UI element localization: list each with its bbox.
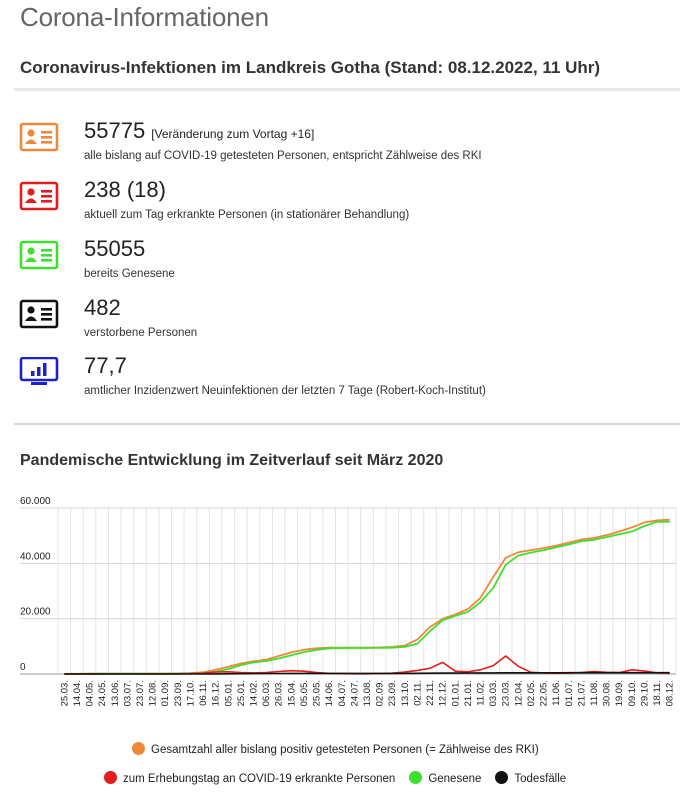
legend-dot-active [104, 771, 117, 784]
x-tick-label: 06.11. [198, 680, 209, 706]
x-tick-label: 25.01. [236, 680, 247, 706]
x-tick-label: 25.05. [312, 680, 323, 706]
stat-description: aktuell zum Tag erkrankte Personen (in s… [84, 209, 410, 221]
id-card-icon [19, 299, 59, 329]
stat-description: verstorbene Personen [84, 327, 198, 339]
stat-description: alle bislang auf COVID-19 getesteten Per… [84, 150, 482, 162]
id-card-icon [19, 122, 59, 152]
x-tick-label: 16.12. [211, 680, 222, 706]
x-tick-label: 14.06. [324, 680, 335, 706]
x-tick-label: 02.09. [375, 680, 386, 706]
stat-change: [Veränderung zum Vortag +16] [151, 127, 315, 141]
x-tick-label: 05.05. [299, 680, 310, 706]
x-tick-label: 11.02. [476, 680, 487, 706]
y-tick-label: 0 [20, 662, 26, 673]
x-tick-label: 23.09. [173, 680, 184, 706]
x-tick-label: 05.01. [223, 680, 234, 706]
x-tick-label: 15.04. [286, 680, 297, 706]
x-tick-label: 25.03. [59, 680, 70, 706]
legend-label-total: Gesamtzahl aller bislang positiv geteste… [151, 744, 539, 756]
x-tick-label: 18.11. [652, 680, 663, 706]
x-tick-label: 22.11. [425, 680, 436, 706]
stat-value: 482 [84, 295, 121, 320]
stat-description: amtlicher Inzidenzwert Neuinfektionen de… [84, 385, 486, 397]
divider-top [14, 88, 680, 91]
monitor-chart-icon [19, 357, 59, 385]
id-card-icon [19, 240, 59, 270]
x-tick-label: 12.12. [438, 680, 449, 706]
legend-dot-deaths [495, 771, 509, 784]
report-subtitle: Coronavirus-Infektionen im Landkreis Got… [20, 58, 601, 77]
divider-mid [14, 423, 680, 425]
x-tick-label: 11.06. [551, 680, 562, 706]
stat-value: 55775 [Veränderung zum Vortag +16] [84, 118, 315, 143]
x-tick-label: 17.10. [185, 680, 196, 706]
x-tick-label: 04.07. [337, 680, 348, 706]
series-line-1 [64, 655, 670, 675]
x-tick-label: 29.10. [639, 680, 650, 706]
legend-row-2: zum Erhebungstag an COVID-19 erkrankte P… [104, 771, 580, 785]
x-tick-label: 03.03. [488, 680, 499, 706]
x-tick-label: 22.05. [539, 680, 550, 706]
x-tick-label: 02.11. [412, 680, 423, 706]
stat-value: 238 (18) [84, 177, 166, 202]
legend-dot-total [132, 742, 145, 755]
x-tick-label: 12.04. [513, 680, 524, 706]
chart-title: Pandemische Entwicklung im Zeitverlauf s… [20, 452, 444, 469]
legend-row-1: Gesamtzahl aller bislang positiv geteste… [132, 742, 553, 756]
stat-description: bereits Genesene [84, 268, 175, 280]
id-card-icon [19, 181, 59, 211]
series-line-2 [64, 520, 670, 675]
y-tick-label: 40.000 [20, 551, 51, 562]
legend-label-deaths: Todesfälle [514, 773, 567, 785]
x-tick-label: 06.03. [261, 680, 272, 706]
x-tick-label: 23.03. [501, 680, 512, 706]
legend-label-active: zum Erhebungstag an COVID-19 erkrankte P… [123, 773, 396, 785]
x-tick-label: 24.05. [97, 680, 108, 706]
x-tick-label: 30.08. [602, 680, 613, 706]
x-tick-label: 12.08. [148, 680, 159, 706]
x-tick-label: 13.10. [400, 680, 411, 706]
x-tick-label: 02.05. [526, 680, 537, 706]
x-tick-label: 04.05. [85, 680, 96, 706]
x-tick-label: 23.07. [135, 680, 146, 706]
page-title: Corona-Informationen [20, 2, 269, 32]
x-tick-label: 08.12. [665, 680, 676, 706]
x-tick-label: 19.09. [614, 680, 625, 706]
series-line-0 [64, 518, 670, 675]
x-tick-label: 01.07. [564, 680, 575, 706]
x-tick-label: 21.07. [576, 680, 587, 706]
x-tick-label: 01.09. [160, 680, 171, 706]
x-tick-label: 13.08. [362, 680, 373, 706]
x-tick-label: 14.02. [248, 680, 259, 706]
stat-value: 77,7 [84, 353, 127, 378]
x-tick-label: 09.10. [627, 680, 638, 706]
y-tick-label: 20.000 [20, 607, 51, 618]
x-tick-label: 11.08. [589, 680, 600, 706]
x-tick-label: 13.06. [110, 680, 121, 706]
legend-dot-recovered [409, 771, 423, 784]
x-tick-label: 21.01. [463, 680, 474, 706]
x-tick-label: 01.01. [450, 680, 461, 706]
x-tick-label: 26.03. [274, 680, 285, 706]
legend-label-recovered: Genesene [428, 773, 482, 785]
x-tick-label: 14.04. [72, 680, 83, 706]
series-line-3 [64, 671, 670, 675]
x-tick-label: 03.07. [122, 680, 133, 706]
y-tick-label: 60.000 [20, 496, 51, 507]
x-tick-label: 23.09. [387, 680, 398, 706]
stat-value: 55055 [84, 236, 146, 261]
x-tick-label: 24.07. [349, 680, 360, 706]
